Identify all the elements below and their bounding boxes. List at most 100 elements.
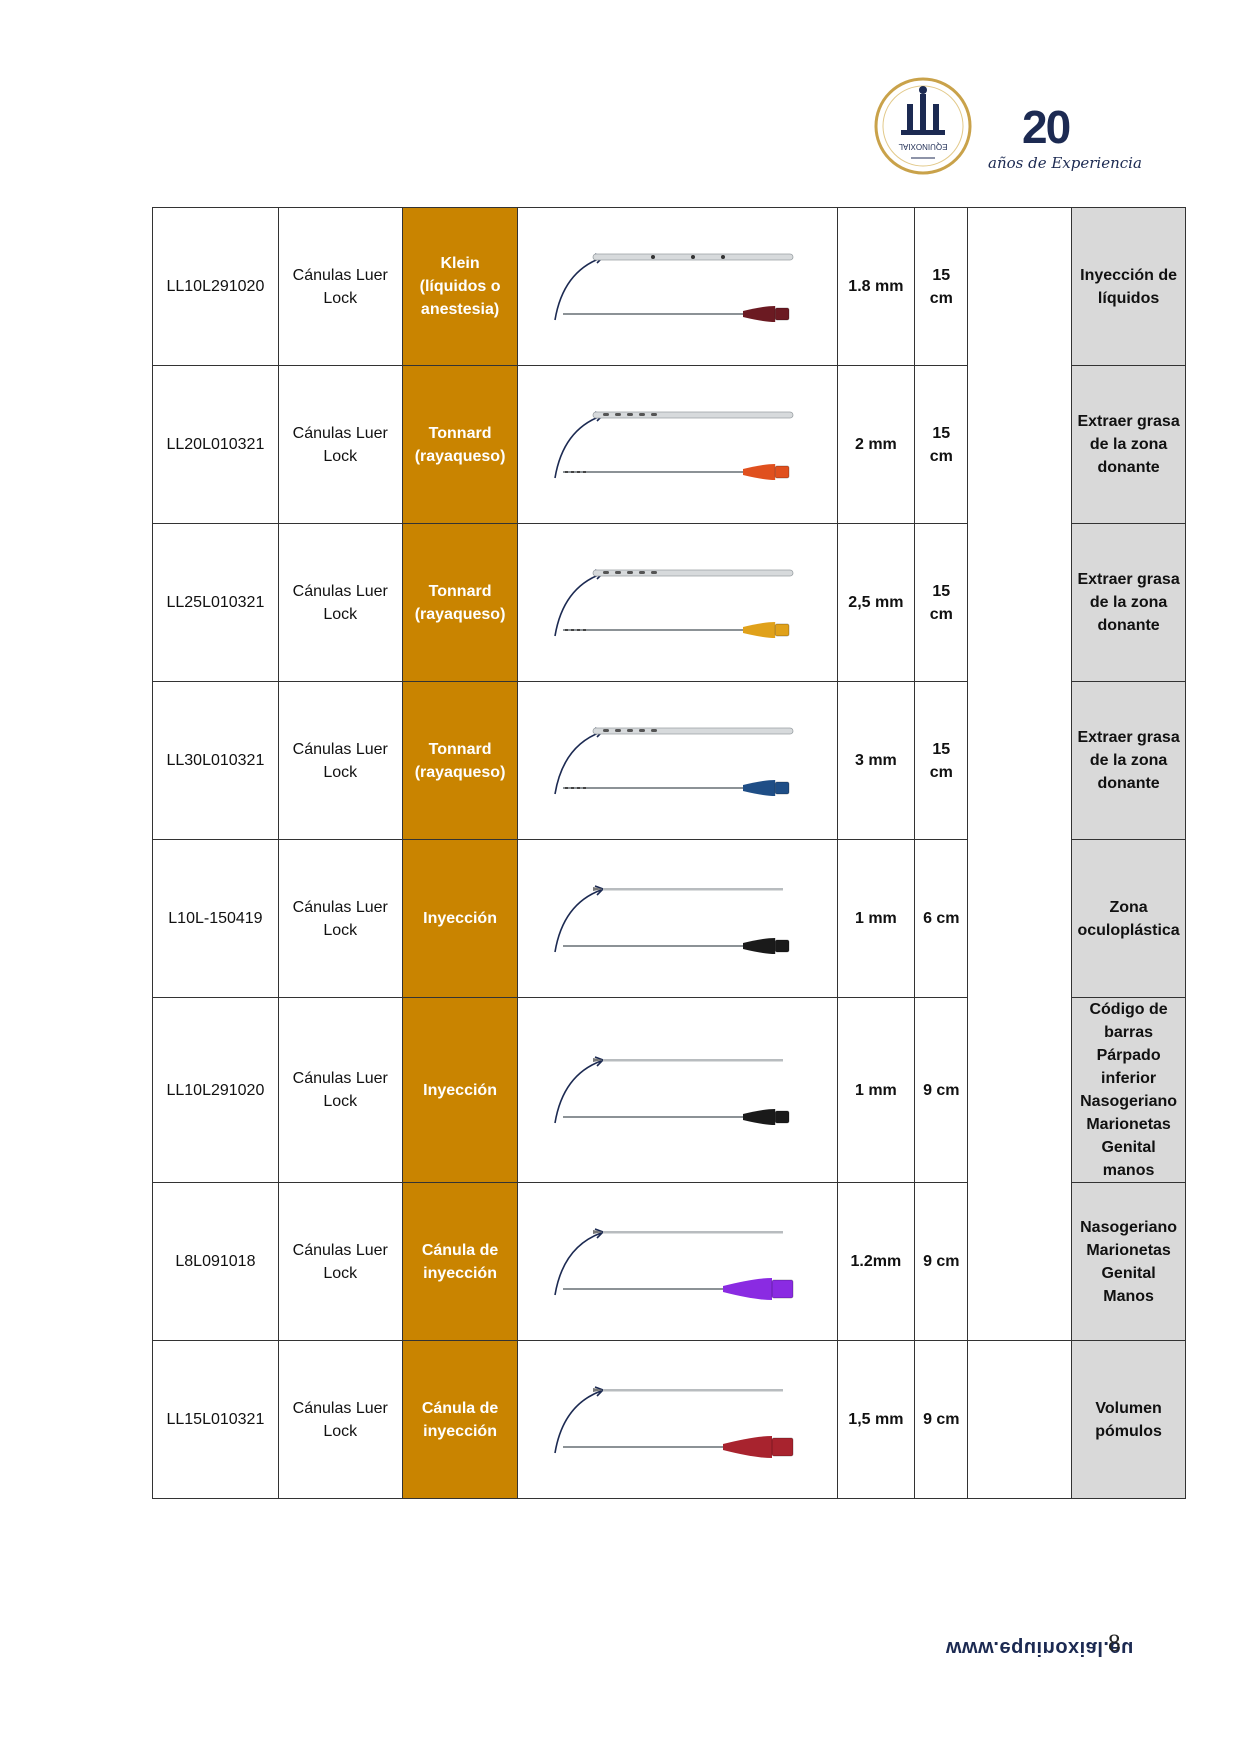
cannula-injection-icon <box>553 1385 794 1458</box>
company-logo-seal: EQUINOXIAL <box>873 76 973 176</box>
length-cell: 15 cm <box>914 523 969 682</box>
product-image-cell <box>517 523 838 682</box>
length-cell: 6 cm <box>914 839 969 998</box>
diameter-cell: 1.8 mm <box>836 207 916 366</box>
product-image-cell <box>517 207 838 366</box>
cannula-injection-icon <box>553 1056 790 1125</box>
cannula-tonnard-icon <box>553 410 793 480</box>
product-model-cell-text: Inyección <box>423 910 497 927</box>
length-cell-text: 9 cm <box>923 1081 960 1099</box>
application-use-cell-text: Nasogeriano Marionetas Genital Manos <box>1080 1218 1178 1305</box>
product-code-cell-text: LL25L010321 <box>166 594 265 611</box>
diameter-cell-text: 1,5 mm <box>848 1411 904 1428</box>
application-use-cell-text: Extraer grasa de la zona donante <box>1077 729 1180 792</box>
diameter-cell-text: 2,5 mm <box>848 594 904 611</box>
product-type-cell: Cánulas Luer Lock <box>277 365 403 524</box>
diameter-cell: 1.2mm <box>836 1182 916 1341</box>
diameter-cell-text: 2 mm <box>854 436 897 453</box>
product-code-cell-text: LL20L010321 <box>166 436 265 453</box>
product-type-cell: Cánulas Luer Lock <box>277 207 403 366</box>
product-code-cell: L10L-150419 <box>152 839 279 998</box>
product-image-cell <box>517 681 838 840</box>
application-use-cell: Inyección de líquidos <box>1071 207 1186 366</box>
length-cell-text: 15 cm <box>929 740 953 781</box>
product-model-cell: Inyección <box>401 839 519 998</box>
length-cell-text: 9 cm <box>923 1411 960 1428</box>
product-type-cell-text: Cánulas Luer Lock <box>292 582 388 623</box>
table-row: LL15L010321 Cánulas Luer Lock Cánula de in… <box>152 1340 1186 1499</box>
years-number: 20 <box>1022 101 1071 153</box>
diameter-cell: 3 mm <box>836 681 916 840</box>
product-model-cell: Klein (líquidos o anestesia) <box>401 207 519 366</box>
application-use-cell-text: Zona oculoplástica <box>1077 898 1180 939</box>
diameter-cell-text: 1.8 mm <box>848 278 904 295</box>
product-type-cell-text: Cánulas Luer Lock <box>292 740 388 781</box>
product-model-cell-text: Inyección <box>423 1081 497 1099</box>
product-code-cell-text: LL30L010321 <box>166 752 265 769</box>
table-row: LL10L291020 Cánulas Luer Lock Inyección 1 m… <box>152 997 1186 1183</box>
product-image-cell <box>517 1340 838 1499</box>
product-type-cell-text: Cánulas Luer Lock <box>292 898 388 939</box>
application-use-cell: Nasogeriano Marionetas Genital Manos <box>1071 1182 1186 1341</box>
product-type-cell-text: Cánulas Luer Lock <box>292 1070 388 1110</box>
application-use-cell-text: Volumen pómulos <box>1095 1399 1162 1440</box>
length-cell-text: 9 cm <box>923 1253 960 1270</box>
diameter-cell-text: 1 mm <box>854 910 897 927</box>
product-type-cell: Cánulas Luer Lock <box>277 997 403 1183</box>
product-code-cell-text: LL10L291020 <box>166 1081 265 1099</box>
application-use-cell: Extraer grasa de la zona donante <box>1071 681 1186 840</box>
product-code-cell-text: LL10L291020 <box>166 278 265 295</box>
table-row: LL30L010321 Cánulas Luer Lock Tonnard (ray… <box>152 681 1186 840</box>
application-use-cell: Extraer grasa de la zona donante <box>1071 365 1186 524</box>
product-image-cell <box>517 1182 838 1341</box>
product-type-cell: Cánulas Luer Lock <box>277 1340 403 1499</box>
product-model-cell-text: Tonnard (rayaqueso) <box>414 740 506 781</box>
product-model-cell: Inyección <box>401 997 519 1183</box>
application-use-cell-text: Inyección de líquidos <box>1080 266 1178 307</box>
product-type-cell-text: Cánulas Luer Lock <box>292 1399 388 1440</box>
product-type-cell: Cánulas Luer Lock <box>277 681 403 840</box>
diameter-cell-text: 3 mm <box>854 752 897 769</box>
empty-cell <box>967 1340 1073 1499</box>
length-cell: 15 cm <box>914 207 969 366</box>
application-use-cell-text: Extraer grasa de la zona donante <box>1077 571 1180 634</box>
table-row: LL25L010321 Cánulas Luer Lock Tonnard (ray… <box>152 523 1186 682</box>
product-code-cell: LL10L291020 <box>152 207 279 366</box>
product-image-cell <box>517 997 838 1183</box>
product-model-cell-text: Tonnard (rayaqueso) <box>414 424 506 465</box>
product-code-cell-text: L10L-150419 <box>168 910 263 927</box>
product-code-cell: LL30L010321 <box>152 681 279 840</box>
product-code-cell: LL15L010321 <box>152 1340 279 1499</box>
product-model-cell-text: Cánula de inyección <box>421 1241 499 1282</box>
product-code-cell: LL20L010321 <box>152 365 279 524</box>
product-image-cell <box>517 365 838 524</box>
diameter-cell: 2 mm <box>836 365 916 524</box>
length-cell: 15 cm <box>914 365 969 524</box>
diameter-cell-text: 1.2mm <box>850 1253 902 1270</box>
application-use-cell: Extraer grasa de la zona donante <box>1071 523 1186 682</box>
product-code-cell: LL10L291020 <box>152 997 279 1183</box>
table-row: L8L091018 Cánulas Luer Lock Cánula de inye… <box>152 1182 1186 1341</box>
footer-url: www.equinoxial.eu <box>946 1637 1134 1659</box>
application-use-cell: Zona oculoplástica <box>1071 839 1186 998</box>
length-cell-text: 15 cm <box>929 424 953 465</box>
length-cell: 9 cm <box>914 997 969 1183</box>
cannula-tonnard-icon <box>553 568 793 638</box>
product-code-cell-text: LL15L010321 <box>166 1411 265 1428</box>
product-model-cell: Tonnard (rayaqueso) <box>401 523 519 682</box>
product-type-cell: Cánulas Luer Lock <box>277 523 403 682</box>
length-cell-text: 6 cm <box>923 910 960 927</box>
cannula-injection-icon <box>553 884 790 954</box>
length-cell: 9 cm <box>914 1340 969 1499</box>
diameter-cell: 1,5 mm <box>836 1340 916 1499</box>
years-badge: 20 años de Experiencia <box>988 101 1142 184</box>
product-code-cell: L8L091018 <box>152 1182 279 1341</box>
application-use-cell: Código de barras Párpado inferior Nasoge… <box>1071 997 1186 1183</box>
product-model-cell: Tonnard (rayaqueso) <box>401 681 519 840</box>
product-model-cell-text: Tonnard (rayaqueso) <box>414 582 506 623</box>
page-number: 8 <box>1108 1630 1121 1657</box>
seal-icon: EQUINOXIAL <box>874 77 972 175</box>
product-type-cell-text: Cánulas Luer Lock <box>292 1241 388 1282</box>
product-type-cell-text: Cánulas Luer Lock <box>292 424 388 465</box>
diameter-cell: 2,5 mm <box>836 523 916 682</box>
